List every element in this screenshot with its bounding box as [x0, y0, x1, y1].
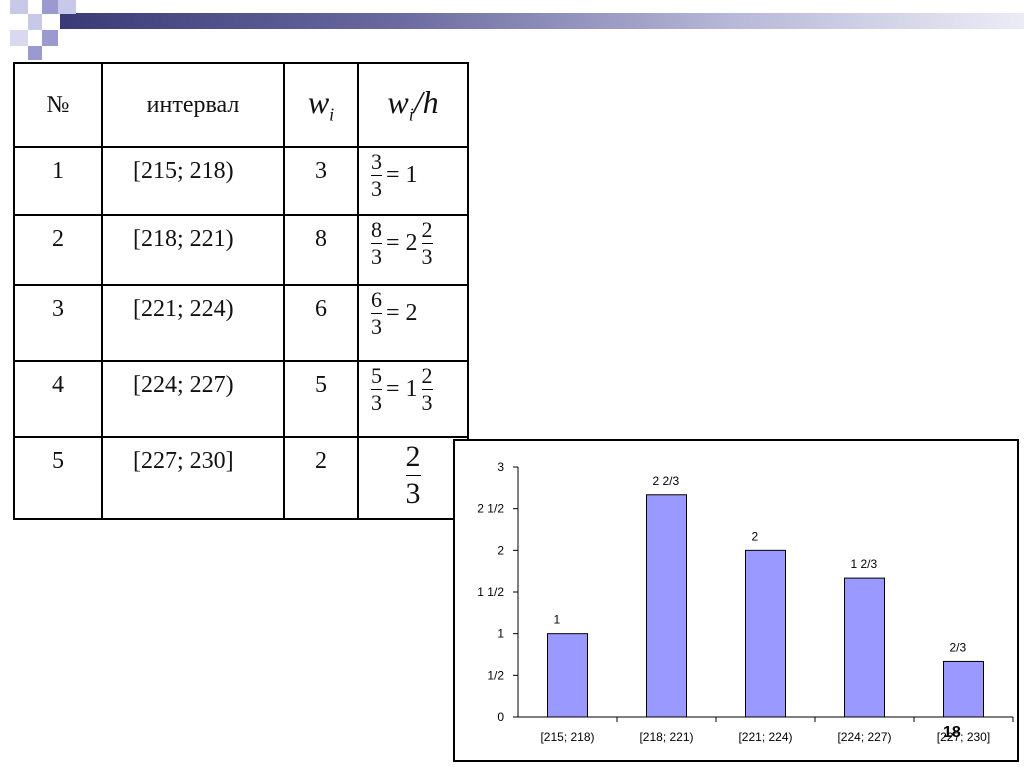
equals-value: = 2 — [386, 300, 418, 326]
cell-interval: [224; 227) — [101, 360, 285, 438]
cell-num: 3 — [13, 284, 103, 362]
y-tick-label: 2 1/2 — [477, 502, 504, 516]
bar — [745, 549, 786, 718]
cell-wi: 3 — [283, 146, 359, 216]
header-wih-label: wi/h — [387, 84, 439, 125]
cell-num: 5 — [13, 436, 103, 520]
header-interval: интервал — [101, 62, 285, 148]
bar-data-label: 1 2/3 — [851, 557, 878, 571]
cell-interval: [218; 221) — [101, 214, 285, 286]
chart-svg: 0 1/2 1 1 1/2 2 2 1/2 3 1 [215; 218) 2 2/3 [218; 2… — [477, 460, 1014, 744]
header-square-3 — [28, 14, 42, 30]
header-wih: wi/h — [357, 62, 469, 148]
bar — [646, 494, 687, 718]
bar — [547, 633, 588, 718]
x-tick-label: [221; 224) — [738, 730, 792, 744]
bar — [844, 577, 885, 718]
table-header-row: № интервал wi wi/h — [13, 62, 469, 148]
y-tick-label: 3 — [497, 460, 504, 474]
header-gradient-bar — [60, 13, 1024, 29]
cell-interval: [227; 230] — [101, 436, 285, 520]
equals-value: = 1 — [386, 162, 418, 188]
cell-wi: 5 — [283, 360, 359, 438]
header-num: № — [13, 62, 103, 148]
header-square-5 — [10, 30, 28, 46]
x-tick-label: [227; 230] — [937, 730, 990, 744]
equals-value: = 2 — [386, 230, 418, 256]
bar-data-label: 1 — [554, 613, 561, 627]
y-tick-label: 1/2 — [487, 668, 504, 682]
x-tick-label: [218; 221) — [639, 730, 693, 744]
header-wi-label: wi — [307, 84, 335, 125]
cell-num: 1 — [13, 146, 103, 216]
cell-interval: [215; 218) — [101, 146, 285, 216]
page-number: 18 — [943, 724, 961, 741]
header-num-label: № — [46, 91, 70, 118]
header-square-6 — [42, 30, 58, 46]
header-wi: wi — [283, 62, 359, 148]
cell-wi: 6 — [283, 284, 359, 362]
y-tick-label: 1 1/2 — [477, 585, 504, 599]
bar-data-label: 2 — [752, 529, 759, 543]
header-square-7 — [28, 46, 42, 60]
x-tick-label: [224; 227) — [837, 730, 891, 744]
bar — [943, 660, 984, 718]
bar-data-label: 2/3 — [950, 640, 967, 654]
header-square-2 — [42, 0, 58, 14]
cell-num: 4 — [13, 360, 103, 438]
header-square-1 — [10, 0, 28, 14]
x-tick-label: [215; 218) — [540, 730, 594, 744]
header-square-4 — [58, 0, 76, 14]
cell-wi: 8 — [283, 214, 359, 286]
y-tick-label: 0 — [497, 710, 504, 724]
y-tick-label: 1 — [497, 627, 504, 641]
header-interval-label: интервал — [146, 91, 240, 118]
histogram-chart: 0 1/2 1 1 1/2 2 2 1/2 3 1 [215; 218) 2 2/3 [218; 2… — [453, 439, 1019, 762]
cell-interval: [221; 224) — [101, 284, 285, 362]
cell-num: 2 — [13, 214, 103, 286]
cell-wi: 2 — [283, 436, 359, 520]
equals-value: = 1 — [386, 376, 418, 402]
bar-data-label: 2 2/3 — [653, 474, 680, 488]
y-tick-label: 2 — [497, 543, 504, 557]
